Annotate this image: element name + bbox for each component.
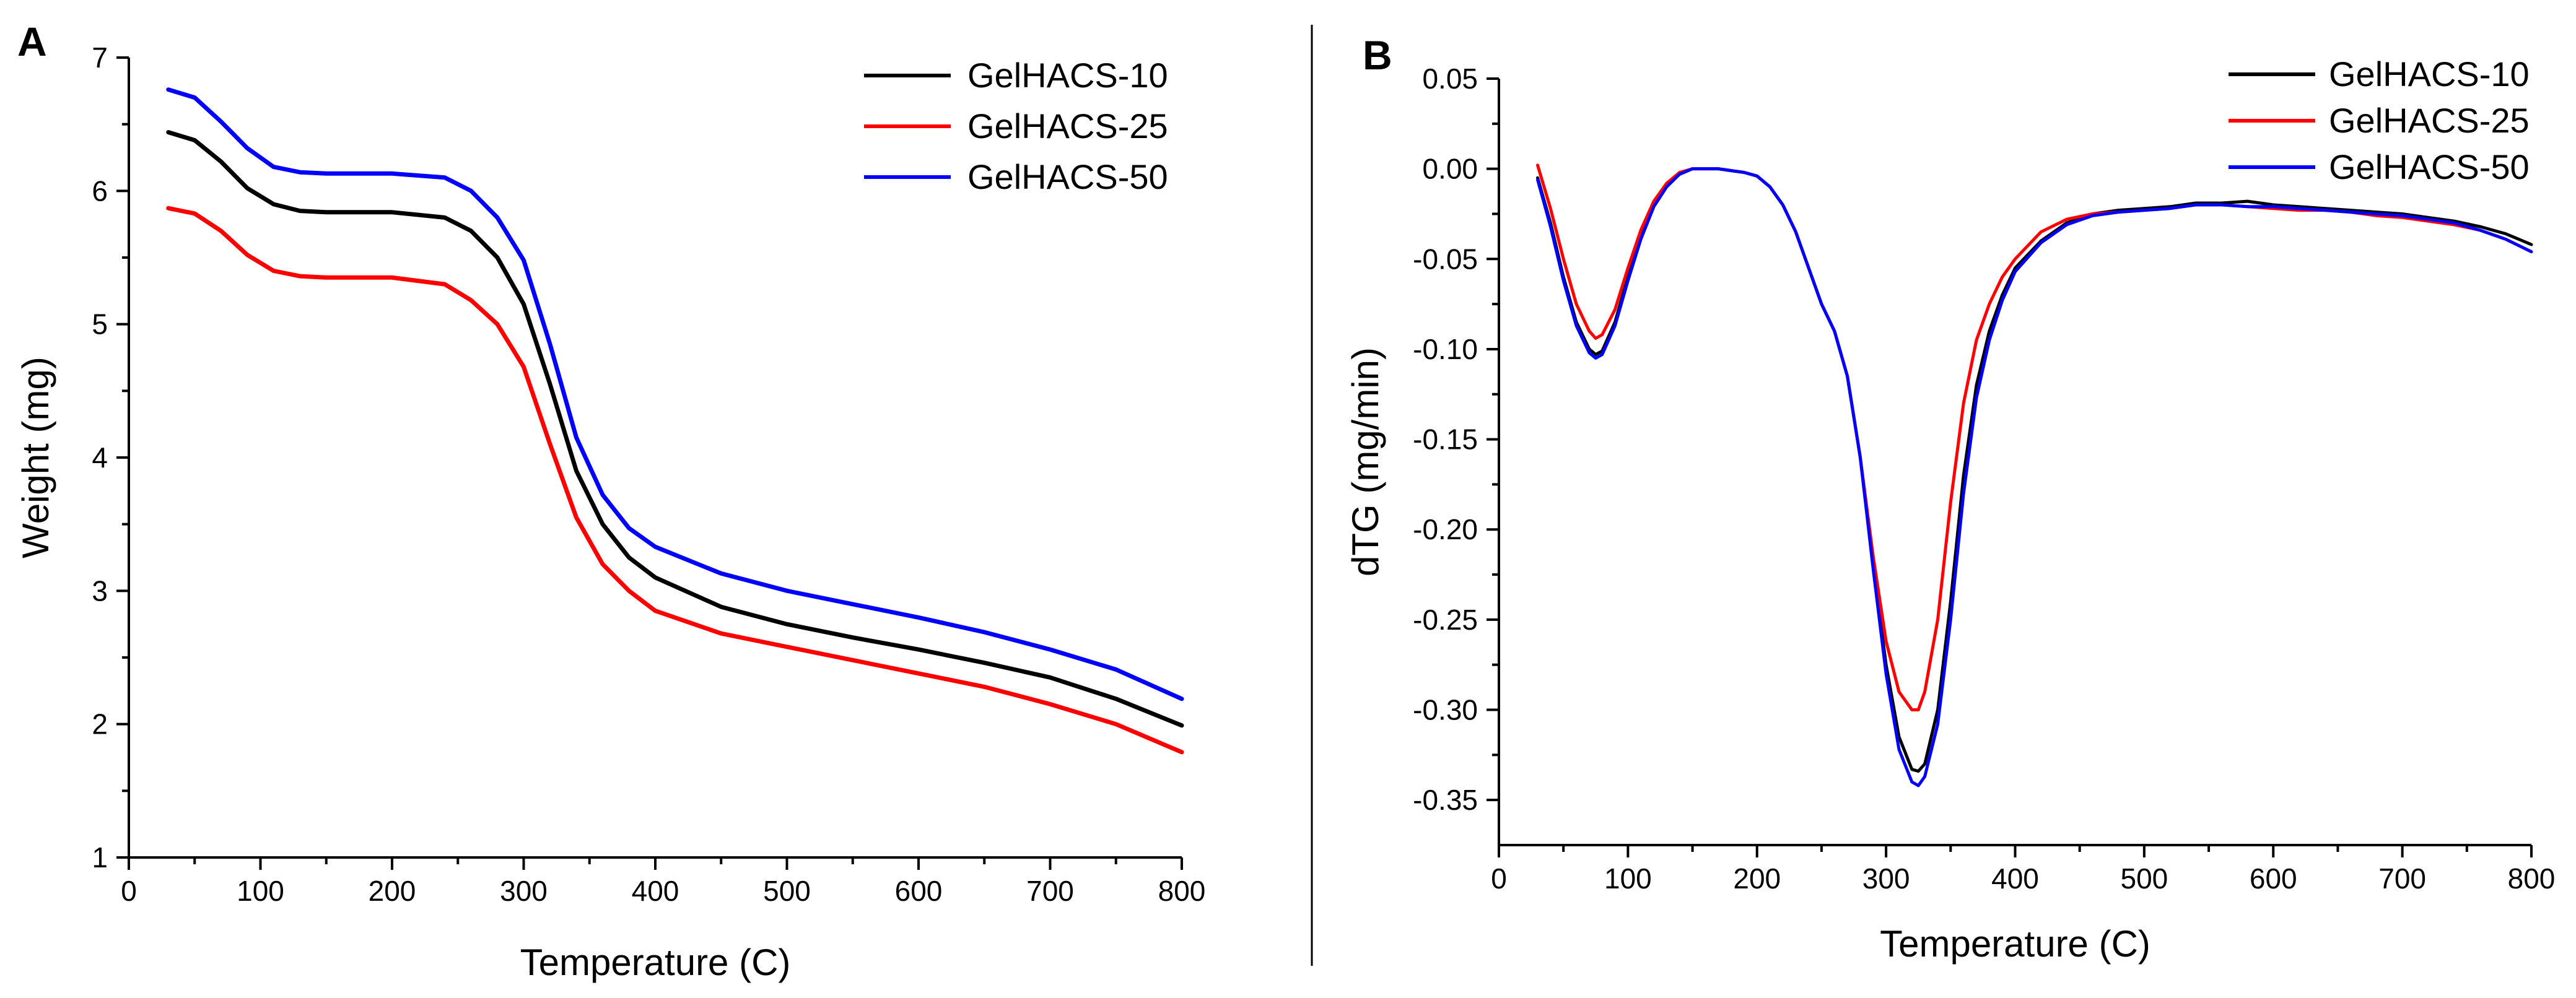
y-tick-label: 7 [92, 41, 108, 74]
legend-label: GelHACS-25 [2329, 101, 2530, 140]
x-tick-label: 400 [1991, 862, 2039, 895]
x-tick-label: 500 [763, 875, 811, 907]
y-tick-label: -0.35 [1413, 784, 1478, 816]
legend-label: GelHACS-25 [967, 106, 1168, 145]
y-tick-label: -0.10 [1413, 333, 1478, 365]
legend-label: GelHACS-50 [2329, 147, 2530, 186]
y-tick-label: 0.00 [1422, 153, 1478, 185]
panel-b-dtg-chart: B 0 100 200 300 400 500 600 700 800 0.05 0.00 -0.05 -… [1345, 32, 2555, 965]
panel-a-weight-chart: A 0 100 200 300 400 500 600 700 800 1 2 3 4 5 6 7 Tempera… [15, 19, 1205, 983]
x-tick-label: 700 [1026, 875, 1074, 907]
x-tick-label: 100 [1604, 862, 1652, 895]
x-tick-label: 0 [1491, 862, 1507, 895]
series-line-gelhacs-10 [1536, 167, 2533, 773]
x-tick-label: 600 [895, 875, 943, 907]
y-axis-title: dTG (mg/min) [1345, 347, 1386, 576]
x-tick-label: 700 [2378, 862, 2426, 895]
legend-label: GelHACS-10 [2329, 54, 2530, 93]
x-tick-label: 200 [369, 875, 416, 907]
y-axis-title: Weight (mg) [15, 357, 56, 558]
legend-label: GelHACS-10 [967, 56, 1168, 95]
series-line-gelhacs-50 [1536, 167, 2533, 788]
legend-label: GelHACS-50 [967, 157, 1168, 196]
panel-label: A [17, 19, 47, 64]
x-tick-label: 800 [2508, 862, 2556, 895]
y-tick-label: -0.30 [1413, 694, 1478, 726]
x-tick-label: 400 [632, 875, 679, 907]
y-tick-label: 4 [92, 441, 108, 474]
x-tick-label: 600 [2250, 862, 2297, 895]
x-tick-label: 500 [2121, 862, 2168, 895]
y-tick-label: 1 [92, 841, 108, 874]
series-line-gelhacs-10 [166, 130, 1184, 728]
y-tick-label: 3 [92, 575, 108, 607]
x-axis-title: Temperature (C) [520, 942, 791, 983]
x-tick-label: 300 [500, 875, 548, 907]
x-tick-label: 800 [1158, 875, 1206, 907]
y-tick-label: 5 [92, 308, 108, 341]
y-tick-label: 6 [92, 175, 108, 207]
x-tick-label: 0 [121, 875, 137, 907]
y-tick-label: -0.20 [1413, 513, 1478, 545]
x-tick-label: 300 [1862, 862, 1910, 895]
series-line-gelhacs-25 [166, 206, 1184, 755]
y-tick-label: -0.15 [1413, 423, 1478, 456]
panel-label: B [1363, 32, 1392, 78]
x-tick-label: 100 [237, 875, 284, 907]
x-axis-title: Temperature (C) [1880, 923, 2150, 965]
y-tick-label: 0.05 [1422, 63, 1478, 95]
y-tick-label: -0.05 [1413, 243, 1478, 275]
y-tick-label: -0.25 [1413, 604, 1478, 636]
series-line-gelhacs-50 [166, 87, 1184, 701]
series-line-gelhacs-25 [1536, 163, 2533, 711]
y-tick-label: 2 [92, 708, 108, 740]
x-tick-label: 200 [1733, 862, 1781, 895]
